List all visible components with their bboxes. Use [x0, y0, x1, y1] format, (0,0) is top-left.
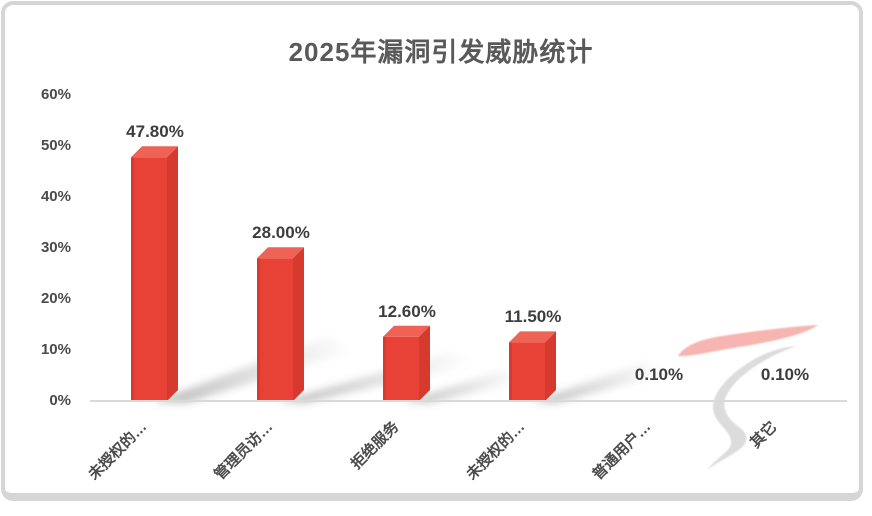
bar-side-face: [293, 247, 304, 401]
value-label: 28.00%: [252, 223, 310, 243]
bar-top-face: [131, 146, 178, 158]
bar-shadow: [153, 337, 355, 403]
bars: [131, 146, 556, 401]
y-axis-tick-label: 10%: [40, 341, 71, 358]
value-label: 0.10%: [634, 365, 684, 385]
decorative-brush-strokes: [678, 325, 818, 470]
bar-side-face: [419, 325, 430, 401]
bar-top-face: [383, 325, 430, 337]
y-axis-tick-label: 60%: [40, 86, 71, 103]
pink-brush-stroke-decoration: [678, 325, 818, 357]
bar-side-face: [545, 331, 556, 401]
bar-front-face: [509, 342, 545, 401]
bar-side-face: [167, 146, 178, 401]
value-label: 0.10%: [760, 365, 810, 385]
bar-chart-plot: [90, 146, 847, 470]
y-axis-tick-label: 20%: [40, 290, 71, 307]
y-axis-tick-label: 0%: [49, 392, 71, 409]
value-label: 11.50%: [504, 307, 562, 327]
bar-top-face: [257, 247, 304, 259]
bar-left-edge-shading: [257, 258, 260, 401]
y-axis-tick-label: 50%: [40, 137, 71, 154]
bar-left-edge-shading: [383, 336, 386, 401]
chart-card: 2025年漏洞引发威胁统计 0% 1: [1, 1, 863, 501]
bar-front-face: [257, 258, 293, 401]
bar-front-face: [383, 336, 419, 401]
chart-title: 2025年漏洞引发威胁统计: [288, 37, 594, 67]
y-axis-tick-label: 40%: [40, 188, 71, 205]
value-label: 12.60%: [378, 301, 436, 321]
bar-left-edge-shading: [509, 342, 512, 401]
bar-front-face: [131, 157, 167, 401]
bar-shadow: [404, 370, 522, 403]
bar-left-edge-shading: [131, 157, 134, 401]
bar-top-face: [509, 331, 556, 343]
bar-shadow: [532, 362, 665, 403]
y-axis-tick-label: 30%: [40, 239, 71, 256]
value-label: 47.80%: [126, 122, 184, 142]
